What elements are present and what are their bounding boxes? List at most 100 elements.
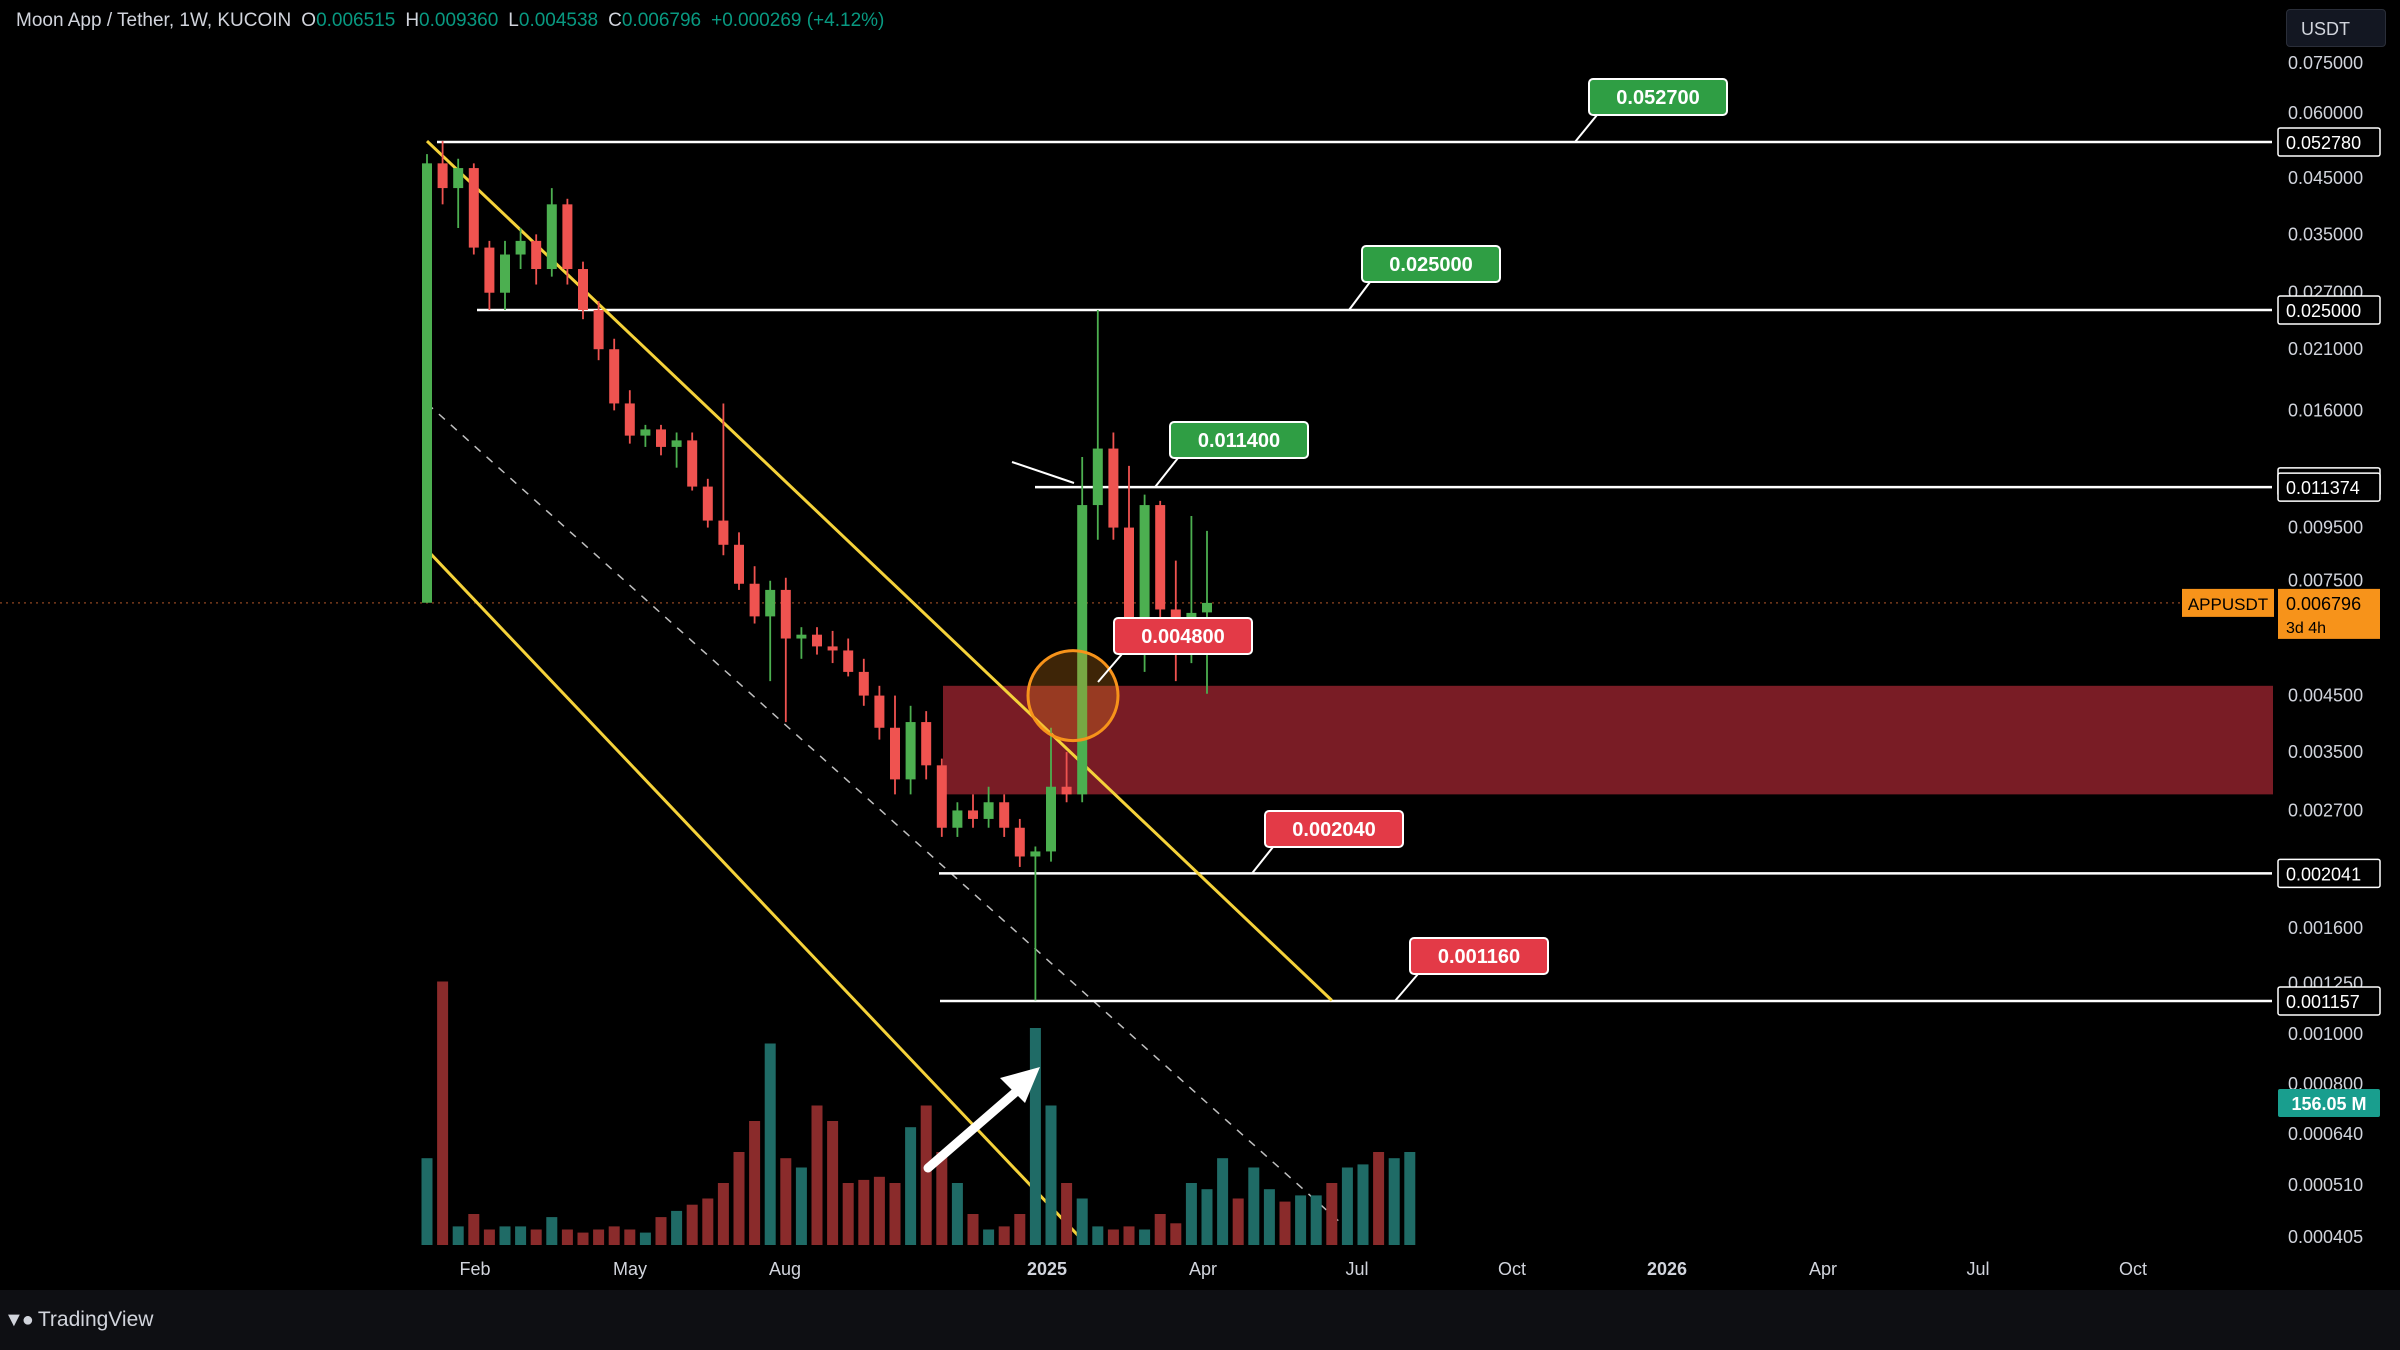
volume-bar	[1029, 1028, 1041, 1245]
volume-bar	[1388, 1158, 1400, 1245]
candle-body	[765, 589, 776, 617]
candle-body	[1092, 448, 1103, 506]
candle-body	[749, 583, 760, 617]
volume-bar	[951, 1183, 963, 1245]
arrow-shaft	[923, 1085, 1023, 1173]
volume-bar	[749, 1121, 761, 1245]
level-label-pointer	[1154, 457, 1179, 488]
volume-bar	[780, 1158, 792, 1245]
candle-body	[718, 520, 729, 545]
y-tick-label: 0.045000	[2288, 168, 2363, 188]
currency-button[interactable]: USDT	[2286, 9, 2386, 47]
symbol-legend: Moon App / Tether, 1W, KUCOIN O 0.006515 …	[16, 10, 894, 32]
volume-bar	[983, 1229, 995, 1245]
volume-bar	[827, 1121, 839, 1245]
y-tick-label: 0.021000	[2288, 339, 2363, 359]
x-tick-label: Jul	[1966, 1259, 1989, 1279]
y-tick-label: 0.003500	[2288, 742, 2363, 762]
candle-body	[593, 310, 604, 350]
y-tick-label: 0.001600	[2288, 918, 2363, 938]
x-tick-label: Apr	[1189, 1259, 1217, 1279]
price-tag-box	[2277, 472, 2381, 502]
volume-bar	[1263, 1189, 1275, 1245]
candle-body	[640, 429, 651, 436]
candle-body	[843, 650, 854, 672]
candle-body	[437, 163, 448, 189]
level-label-text: 0.025000	[1389, 254, 1472, 276]
y-tick-label: 0.002700	[2288, 800, 2363, 820]
x-tick-label: 2025	[1027, 1259, 1067, 1279]
demand-zone	[943, 685, 2273, 795]
candle-body	[780, 589, 791, 639]
candle-body	[999, 802, 1010, 828]
level-label-pointer	[1394, 973, 1419, 1002]
countdown-text: 3d 4h	[2286, 620, 2326, 637]
volume-bar	[515, 1226, 527, 1245]
price-tag-box	[2277, 986, 2381, 1016]
candle-body	[468, 168, 479, 248]
volume-bar	[1404, 1152, 1416, 1245]
close-key: C	[608, 10, 622, 31]
candle-body	[656, 429, 666, 447]
volume-bar	[998, 1226, 1010, 1245]
y-tick-label: 0.009500	[2288, 518, 2363, 538]
candle-body	[453, 168, 464, 189]
candle-body	[546, 204, 557, 270]
close-value: 0.006796	[621, 10, 702, 31]
price-tag-box	[2277, 858, 2381, 889]
volume-bar	[1092, 1226, 1104, 1245]
candle-body	[905, 722, 916, 780]
volume-bar	[608, 1226, 620, 1245]
y-tick-label: 0.007500	[2288, 571, 2363, 591]
candle-body	[1077, 505, 1088, 795]
volume-bar	[1341, 1167, 1353, 1245]
level-label-pointer	[1574, 114, 1598, 143]
volume-bar	[1154, 1214, 1166, 1245]
candle-body	[1155, 505, 1166, 610]
volume-tag-text: 156.05 M	[2291, 1094, 2366, 1114]
candle-body	[578, 269, 588, 311]
candle-body	[890, 727, 900, 780]
candle-body	[796, 634, 807, 639]
volume-bar	[1326, 1183, 1338, 1245]
volume-bar	[1295, 1195, 1307, 1245]
y-tick-label: 0.001000	[2288, 1024, 2363, 1044]
volume-bar	[905, 1127, 917, 1245]
volume-bar	[1170, 1223, 1182, 1245]
low-key: L	[508, 10, 519, 31]
y-tick-label: 0.004500	[2288, 686, 2363, 706]
y-tick-label: 0.016000	[2288, 400, 2363, 420]
candle-body	[609, 349, 620, 404]
low-value: 0.004538	[518, 10, 599, 31]
candle-body	[531, 240, 542, 270]
candle-body	[827, 646, 838, 651]
open-key: O	[301, 10, 317, 31]
volume-bar	[1310, 1195, 1322, 1245]
candle-body	[936, 765, 947, 828]
candle-body	[515, 240, 526, 255]
x-tick-label: May	[613, 1259, 647, 1279]
candle-body	[671, 440, 682, 447]
volume-bar	[1201, 1189, 1213, 1245]
volume-bar	[764, 1043, 776, 1245]
volume-bar	[795, 1167, 807, 1245]
x-tick-label: Apr	[1809, 1259, 1837, 1279]
volume-bar	[1279, 1201, 1291, 1245]
y-tick-label: 0.035000	[2288, 224, 2363, 244]
volume-bar	[811, 1105, 823, 1245]
volume-bar	[1373, 1152, 1385, 1245]
open-value: 0.006515	[316, 10, 396, 31]
volume-bar	[842, 1183, 854, 1245]
arrow-head	[1000, 1067, 1040, 1103]
price-tag-text: 0.052780	[2286, 133, 2361, 153]
volume-bar	[936, 1152, 948, 1245]
candle-body	[484, 247, 495, 293]
current-price-text: 0.006796	[2286, 594, 2361, 614]
tradingview-logo[interactable]: ▼● TradingView	[4, 1307, 153, 1333]
level-label-box	[1409, 937, 1549, 975]
symbol-title: Moon App / Tether, 1W, KUCOIN	[16, 10, 292, 31]
candle-body	[562, 204, 573, 270]
volume-bar	[967, 1214, 979, 1245]
x-tick-label: Aug	[769, 1259, 801, 1279]
